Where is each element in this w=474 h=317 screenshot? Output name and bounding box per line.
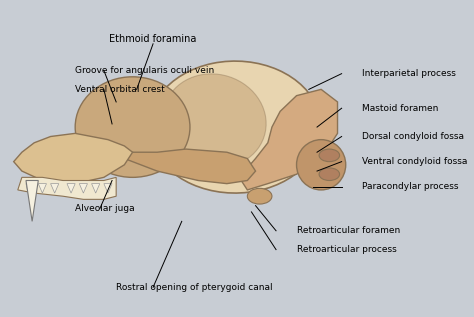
Polygon shape: [26, 184, 34, 203]
Text: Ventral condyloid fossa: Ventral condyloid fossa: [362, 157, 467, 166]
Text: Interparietal process: Interparietal process: [362, 69, 456, 78]
Ellipse shape: [319, 149, 339, 162]
Text: Mastoid foramen: Mastoid foramen: [362, 104, 438, 113]
Ellipse shape: [163, 74, 266, 168]
Text: Rostral opening of pterygoid canal: Rostral opening of pterygoid canal: [116, 283, 273, 292]
Polygon shape: [38, 184, 46, 193]
Text: Retroarticular foramen: Retroarticular foramen: [297, 226, 400, 235]
Ellipse shape: [247, 188, 272, 204]
Ellipse shape: [319, 168, 339, 180]
Polygon shape: [51, 184, 59, 193]
Text: Groove for angularis oculi vein: Groove for angularis oculi vein: [75, 66, 214, 75]
Ellipse shape: [297, 140, 346, 190]
Ellipse shape: [149, 61, 321, 193]
Polygon shape: [14, 133, 133, 184]
Polygon shape: [26, 180, 38, 221]
Text: Paracondylar process: Paracondylar process: [362, 182, 459, 191]
Text: Dorsal condyloid fossa: Dorsal condyloid fossa: [362, 132, 464, 141]
Text: Retroarticular process: Retroarticular process: [297, 245, 396, 254]
Polygon shape: [79, 184, 88, 193]
Text: Alveolar juga: Alveolar juga: [75, 204, 135, 213]
Ellipse shape: [75, 77, 190, 177]
Polygon shape: [18, 177, 116, 199]
Text: Ventral orbital crest: Ventral orbital crest: [75, 85, 165, 94]
Polygon shape: [91, 184, 100, 193]
Polygon shape: [104, 184, 112, 193]
Polygon shape: [116, 149, 255, 184]
Polygon shape: [67, 184, 75, 193]
Text: Ethmoid foramina: Ethmoid foramina: [109, 34, 197, 44]
Polygon shape: [239, 89, 337, 190]
